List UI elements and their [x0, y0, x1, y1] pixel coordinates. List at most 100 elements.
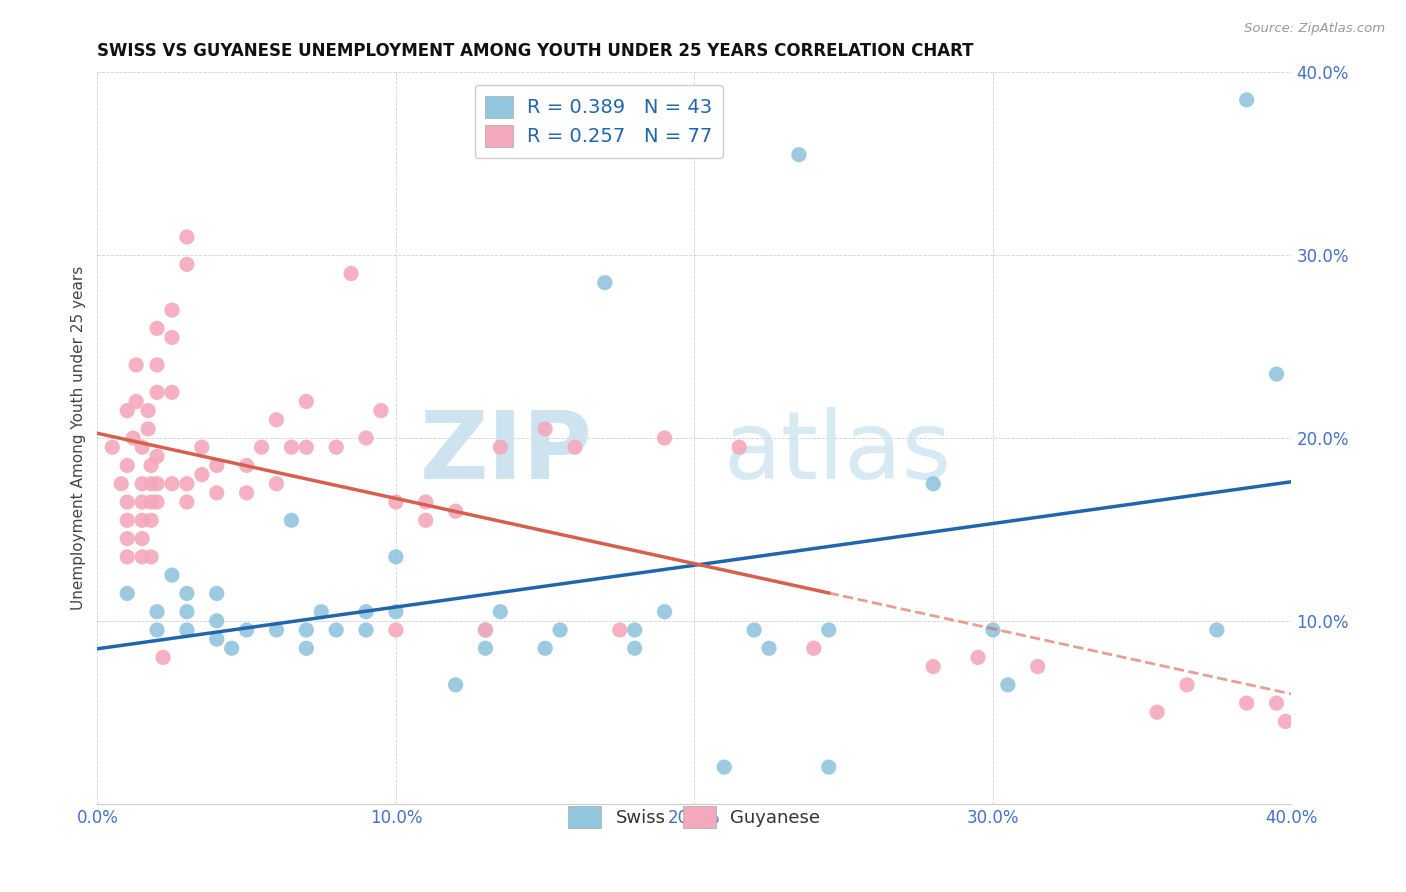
Point [176, 586, 198, 600]
Legend: Swiss, Guyanese: Swiss, Guyanese [561, 798, 828, 835]
Point [593, 276, 616, 290]
Point [967, 650, 990, 665]
Point [131, 549, 153, 564]
Point [1265, 367, 1288, 381]
Point [131, 532, 153, 546]
Point [176, 495, 198, 509]
Point [115, 549, 138, 564]
Point [922, 659, 945, 673]
Point [131, 513, 153, 527]
Point [609, 623, 631, 637]
Point [146, 450, 169, 464]
Point [115, 458, 138, 473]
Point [1205, 623, 1227, 637]
Point [295, 623, 318, 637]
Point [136, 403, 159, 417]
Point [340, 267, 363, 281]
Text: Source: ZipAtlas.com: Source: ZipAtlas.com [1244, 22, 1385, 36]
Point [817, 760, 839, 774]
Point [176, 476, 198, 491]
Text: atlas: atlas [724, 407, 952, 499]
Point [1236, 696, 1258, 710]
Point [623, 623, 645, 637]
Point [997, 678, 1019, 692]
Point [623, 641, 645, 656]
Point [125, 394, 148, 409]
Point [534, 422, 557, 436]
Point [266, 623, 288, 637]
Point [115, 403, 138, 417]
Point [325, 440, 347, 454]
Point [191, 440, 214, 454]
Point [444, 504, 467, 518]
Point [160, 476, 183, 491]
Point [354, 431, 377, 445]
Point [221, 641, 243, 656]
Point [1274, 714, 1296, 729]
Point [415, 495, 437, 509]
Point [146, 358, 169, 372]
Point [354, 623, 377, 637]
Point [354, 605, 377, 619]
Point [205, 458, 228, 473]
Point [385, 623, 408, 637]
Point [654, 605, 676, 619]
Point [146, 495, 169, 509]
Point [191, 467, 214, 482]
Point [280, 440, 302, 454]
Point [787, 147, 810, 161]
Point [803, 641, 825, 656]
Point [160, 303, 183, 318]
Point [385, 495, 408, 509]
Point [131, 476, 153, 491]
Point [370, 403, 392, 417]
Point [742, 623, 765, 637]
Point [325, 623, 347, 637]
Point [1236, 93, 1258, 107]
Point [1146, 705, 1168, 719]
Point [146, 321, 169, 335]
Point [385, 549, 408, 564]
Point [474, 623, 496, 637]
Y-axis label: Unemployment Among Youth under 25 years: Unemployment Among Youth under 25 years [72, 266, 86, 610]
Point [131, 440, 153, 454]
Point [817, 623, 839, 637]
Point [152, 650, 174, 665]
Point [295, 641, 318, 656]
Point [146, 623, 169, 637]
Point [250, 440, 273, 454]
Point [1265, 696, 1288, 710]
Point [444, 678, 467, 692]
Point [235, 623, 257, 637]
Point [981, 623, 1004, 637]
Point [146, 605, 169, 619]
Text: SWISS VS GUYANESE UNEMPLOYMENT AMONG YOUTH UNDER 25 YEARS CORRELATION CHART: SWISS VS GUYANESE UNEMPLOYMENT AMONG YOU… [97, 42, 974, 60]
Point [205, 486, 228, 500]
Point [160, 330, 183, 344]
Point [728, 440, 751, 454]
Point [139, 495, 162, 509]
Point [146, 385, 169, 400]
Point [758, 641, 780, 656]
Point [125, 358, 148, 372]
Point [1026, 659, 1049, 673]
Point [136, 422, 159, 436]
Point [115, 513, 138, 527]
Point [713, 760, 735, 774]
Point [176, 230, 198, 244]
Point [160, 568, 183, 582]
Point [280, 513, 302, 527]
Point [160, 385, 183, 400]
Point [101, 440, 124, 454]
Point [115, 586, 138, 600]
Point [474, 641, 496, 656]
Point [146, 476, 169, 491]
Point [115, 495, 138, 509]
Point [266, 413, 288, 427]
Point [139, 476, 162, 491]
Point [489, 440, 512, 454]
Point [115, 532, 138, 546]
Point [295, 394, 318, 409]
Point [139, 513, 162, 527]
Point [235, 486, 257, 500]
